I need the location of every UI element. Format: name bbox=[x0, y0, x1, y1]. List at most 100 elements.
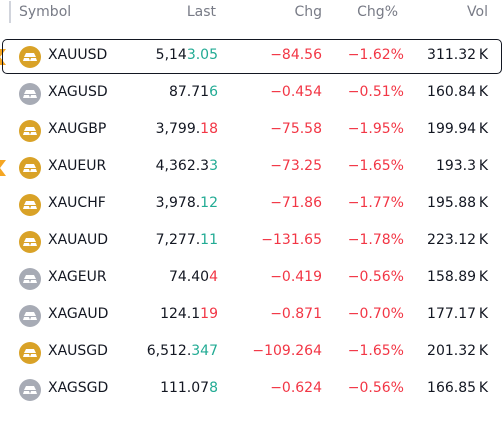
change-value: −75.58 bbox=[270, 121, 322, 137]
change-percent: −0.51% bbox=[347, 84, 404, 100]
symbol-name[interactable]: XAGAUD bbox=[48, 306, 109, 322]
gold-bars-icon bbox=[19, 342, 41, 364]
watchlist-rows: XAUUSD 5,143.05 −84.56 −1.62% 311.32 K XAGUSD… bbox=[0, 38, 504, 408]
symbol-name[interactable]: XAGSGD bbox=[48, 380, 109, 396]
change-value: −0.624 bbox=[270, 380, 322, 396]
last-price-tail: 19 bbox=[200, 306, 218, 322]
column-header-chg-pct[interactable]: Chg% bbox=[357, 4, 398, 20]
gold-bars-icon bbox=[19, 231, 41, 253]
last-price: 5,143.05 bbox=[156, 47, 218, 63]
last-price: 4,362.33 bbox=[156, 158, 218, 174]
last-price: 87.716 bbox=[169, 84, 218, 100]
last-price: 111.078 bbox=[160, 380, 218, 396]
watchlist-row[interactable]: XAUEUR 4,362.33 −73.25 −1.65% 193.3 K bbox=[0, 149, 504, 186]
watchlist-row[interactable]: XAGEUR 74.404 −0.419 −0.56% 158.89 K bbox=[0, 260, 504, 297]
gold-bars-icon bbox=[19, 46, 41, 68]
watchlist-row[interactable]: XAUAUD 7,277.11 −131.65 −1.78% 223.12 K bbox=[0, 223, 504, 260]
watchlist-row[interactable]: XAUSGD 6,512.347 −109.264 −1.65% 201.32 K bbox=[0, 334, 504, 371]
watchlist-row[interactable]: XAGSGD 111.078 −0.624 −0.56% 166.85 K bbox=[0, 371, 504, 408]
watchlist-row[interactable]: XAGUSD 87.716 −0.454 −0.51% 160.84 K bbox=[0, 75, 504, 112]
silver-bars-icon bbox=[19, 268, 41, 290]
last-price-tail: 18 bbox=[200, 121, 218, 137]
silver-bars-icon bbox=[19, 83, 41, 105]
gold-bars-icon bbox=[19, 120, 41, 142]
symbol-name[interactable]: XAUGBP bbox=[48, 121, 107, 137]
flag-icon[interactable] bbox=[0, 160, 6, 176]
silver-bars-icon bbox=[19, 305, 41, 327]
change-value: −73.25 bbox=[270, 158, 322, 174]
change-value: −0.419 bbox=[270, 269, 322, 285]
change-percent: −1.62% bbox=[347, 47, 404, 63]
last-price-tail: 3 bbox=[209, 158, 218, 174]
watchlist-row[interactable]: XAUUSD 5,143.05 −84.56 −1.62% 311.32 K bbox=[0, 38, 504, 75]
column-header-chg[interactable]: Chg bbox=[294, 4, 322, 20]
change-percent: −1.77% bbox=[347, 195, 404, 211]
volume-value: 166.85 K bbox=[427, 380, 488, 396]
last-price: 3,799.18 bbox=[156, 121, 218, 137]
last-price-head: 5,14 bbox=[155, 47, 187, 63]
change-value: −109.264 bbox=[252, 343, 322, 359]
volume-value: 201.32 K bbox=[427, 343, 488, 359]
symbol-name[interactable]: XAUCHF bbox=[48, 195, 106, 211]
volume-value: 195.88 K bbox=[427, 195, 488, 211]
symbol-name[interactable]: XAUEUR bbox=[48, 158, 107, 174]
last-price: 124.119 bbox=[160, 306, 218, 322]
change-percent: −1.65% bbox=[347, 343, 404, 359]
last-price-head: 7,277. bbox=[155, 232, 201, 248]
volume-value: 311.32 K bbox=[427, 47, 488, 63]
last-price-head: 3,799. bbox=[155, 121, 201, 137]
flag-icon[interactable] bbox=[0, 49, 6, 65]
change-percent: −1.78% bbox=[347, 232, 404, 248]
last-price-tail: 4 bbox=[209, 269, 218, 285]
change-percent: −0.56% bbox=[347, 380, 404, 396]
last-price-tail: 12 bbox=[200, 195, 218, 211]
watchlist-header: Symbol Last Chg Chg% Vol bbox=[0, 0, 504, 28]
last-price-tail: 3.05 bbox=[186, 47, 218, 63]
gold-bars-icon bbox=[19, 194, 41, 216]
volume-value: 193.3 K bbox=[435, 158, 488, 174]
last-price-head: 111.07 bbox=[160, 380, 210, 396]
volume-value: 223.12 K bbox=[427, 232, 488, 248]
last-price: 74.404 bbox=[169, 269, 218, 285]
last-price-head: 74.40 bbox=[168, 269, 210, 285]
volume-value: 160.84 K bbox=[427, 84, 488, 100]
column-resize-handle[interactable] bbox=[9, 1, 11, 23]
change-value: −84.56 bbox=[270, 47, 322, 63]
symbol-name[interactable]: XAGEUR bbox=[48, 269, 107, 285]
watchlist-row[interactable]: XAUGBP 3,799.18 −75.58 −1.95% 199.94 K bbox=[0, 112, 504, 149]
last-price-head: 4,362.3 bbox=[155, 158, 210, 174]
column-header-symbol[interactable]: Symbol bbox=[19, 4, 72, 20]
change-percent: −0.70% bbox=[347, 306, 404, 322]
symbol-name[interactable]: XAUAUD bbox=[48, 232, 109, 248]
change-value: −0.871 bbox=[270, 306, 322, 322]
last-price-tail: 6 bbox=[209, 84, 218, 100]
change-percent: −0.56% bbox=[347, 269, 404, 285]
symbol-name[interactable]: XAUUSD bbox=[48, 47, 108, 63]
change-percent: −1.95% bbox=[347, 121, 404, 137]
last-price-tail: 347 bbox=[191, 343, 218, 359]
last-price-tail: 11 bbox=[200, 232, 218, 248]
last-price: 6,512.347 bbox=[147, 343, 218, 359]
column-header-last[interactable]: Last bbox=[186, 4, 216, 20]
last-price: 7,277.11 bbox=[156, 232, 218, 248]
change-value: −71.86 bbox=[270, 195, 322, 211]
last-price-head: 3,978. bbox=[155, 195, 201, 211]
volume-value: 177.17 K bbox=[427, 306, 488, 322]
watchlist-row[interactable]: XAGAUD 124.119 −0.871 −0.70% 177.17 K bbox=[0, 297, 504, 334]
last-price-tail: 8 bbox=[209, 380, 218, 396]
last-price-head: 6,512. bbox=[146, 343, 192, 359]
column-header-vol[interactable]: Vol bbox=[467, 4, 488, 20]
last-price-head: 124.1 bbox=[160, 306, 201, 322]
change-value: −131.65 bbox=[261, 232, 322, 248]
volume-value: 199.94 K bbox=[427, 121, 488, 137]
symbol-name[interactable]: XAGUSD bbox=[48, 84, 108, 100]
change-percent: −1.65% bbox=[347, 158, 404, 174]
gold-bars-icon bbox=[19, 157, 41, 179]
volume-value: 158.89 K bbox=[427, 269, 488, 285]
silver-bars-icon bbox=[19, 379, 41, 401]
last-price: 3,978.12 bbox=[156, 195, 218, 211]
symbol-name[interactable]: XAUSGD bbox=[48, 343, 108, 359]
watchlist-row[interactable]: XAUCHF 3,978.12 −71.86 −1.77% 195.88 K bbox=[0, 186, 504, 223]
last-price-head: 87.71 bbox=[168, 84, 210, 100]
change-value: −0.454 bbox=[270, 84, 322, 100]
